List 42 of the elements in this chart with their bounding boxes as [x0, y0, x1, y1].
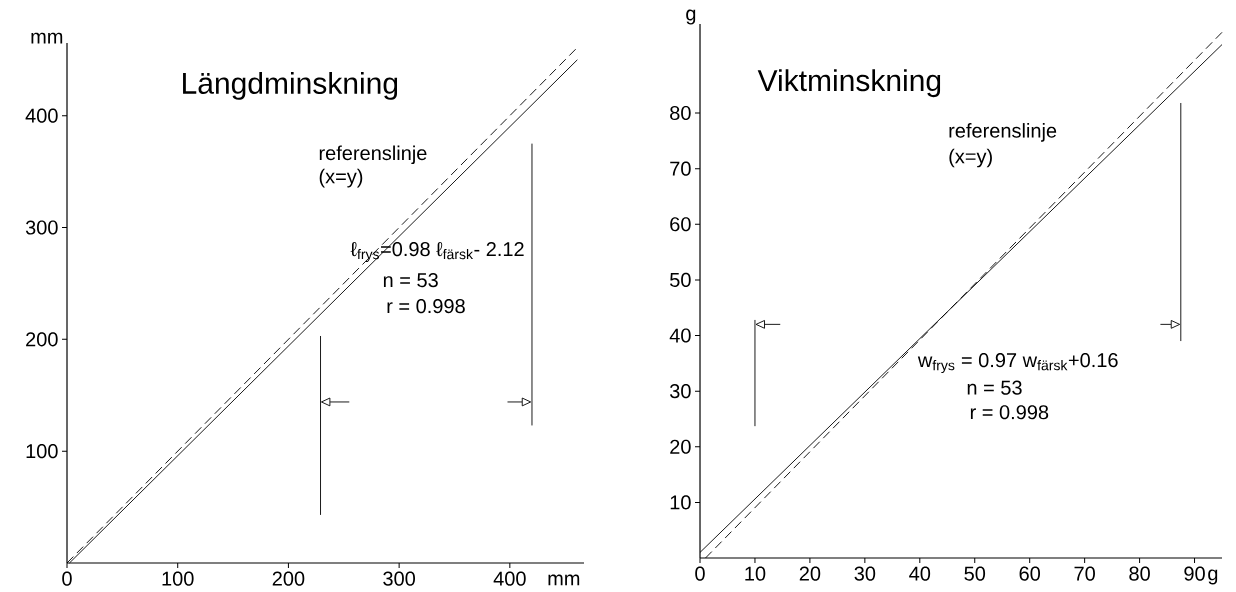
- annotation: r = 0.998: [970, 405, 1049, 420]
- x-tick-label: 60: [1019, 566, 1041, 581]
- annotation: n = 53: [967, 380, 1022, 395]
- x-tick-label: 10: [745, 566, 766, 581]
- x-tick-label: 0: [62, 571, 72, 586]
- x-tick-label: 20: [799, 566, 821, 581]
- annotation: n = 53: [383, 273, 438, 288]
- annotation: (x=y): [949, 148, 992, 168]
- x-tick-label: 200: [272, 571, 305, 586]
- x-tick-label: 300: [383, 571, 416, 586]
- y-tick-label: 100: [26, 444, 58, 459]
- annotation: w$_{frys}$ = 0.97 w$_{färsk}$+0.16: [917, 353, 1118, 374]
- y-tick-label: 300: [25, 220, 58, 235]
- x-tick-label: 90: [1184, 566, 1205, 581]
- y-tick-label: 40: [669, 328, 691, 343]
- x-tick-label: 30: [854, 566, 876, 581]
- text: Längdminskning: [183, 71, 398, 100]
- text: Viktminskning: [757, 69, 941, 98]
- annotation: (x=y): [319, 168, 363, 188]
- y-tick-label: 50: [670, 272, 691, 287]
- x-axis-title: mm: [548, 574, 580, 586]
- y-tick-label: 80: [670, 105, 691, 121]
- x-axis-title: g: [1208, 569, 1218, 585]
- x-tick-label: 400: [493, 571, 526, 586]
- y-tick-label: 400: [25, 108, 58, 123]
- y-axis-title: g: [686, 9, 696, 25]
- y-tick-label: 70: [670, 161, 691, 176]
- y-axis-title: mm: [31, 32, 63, 44]
- x-tick-label: 40: [909, 566, 931, 581]
- x-tick-label: 70: [1074, 566, 1095, 581]
- y-tick-label: 20: [670, 439, 691, 454]
- annotation: referenslinje: [949, 123, 1057, 142]
- x-tick-label: 50: [964, 566, 986, 581]
- y-tick-label: 30: [670, 384, 691, 399]
- x-tick-label: 0: [695, 566, 705, 581]
- y-tick-label: 60: [670, 217, 691, 232]
- x-tick-label: 100: [162, 571, 194, 586]
- x-tick-label: 80: [1129, 566, 1150, 581]
- y-tick-label: 200: [26, 332, 58, 347]
- y-tick-label: 10: [670, 495, 691, 510]
- annotation: r = 0.998: [387, 299, 465, 314]
- annotation: referenslinje: [319, 145, 427, 165]
